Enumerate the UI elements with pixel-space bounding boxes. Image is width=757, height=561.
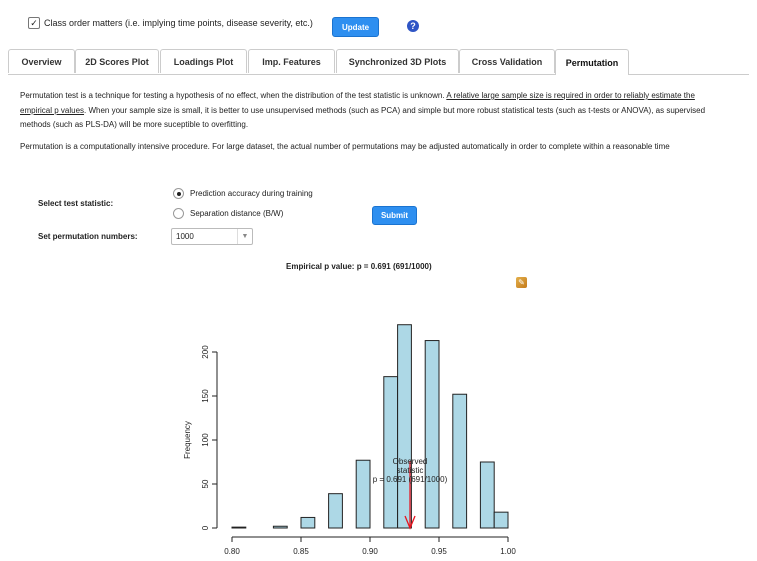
- description-paragraph-1: Permutation test is a technique for test…: [20, 89, 720, 133]
- observed-arrowhead: [404, 515, 416, 530]
- histogram-bar: [383, 376, 399, 529]
- histogram-bar: [452, 393, 468, 529]
- tab-cross-validation[interactable]: Cross Validation: [459, 49, 555, 73]
- y-tick-label: 200: [201, 345, 210, 359]
- download-image-icon[interactable]: ✎: [516, 277, 527, 288]
- description-paragraph-2: Permutation is a computationally intensi…: [20, 142, 670, 151]
- radio-button[interactable]: [173, 188, 184, 199]
- sample-size-link[interactable]: A relative large sample size is required…: [20, 91, 695, 115]
- x-tick-label: 0.80: [224, 547, 240, 556]
- histogram-bar: [479, 461, 495, 529]
- class-order-option[interactable]: ✓ Class order matters (i.e. implying tim…: [28, 17, 313, 29]
- tab-bar: Overview 2D Scores Plot Loadings Plot Im…: [8, 49, 749, 75]
- histogram-bar: [231, 526, 247, 529]
- class-order-checkbox[interactable]: ✓: [28, 17, 40, 29]
- x-tick-label: 1.00: [500, 547, 516, 556]
- histogram-bar: [355, 459, 371, 529]
- radio-separation-distance[interactable]: Separation distance (B/W): [173, 208, 283, 219]
- question-circle-icon[interactable]: ?: [407, 20, 419, 32]
- tab-synchronized-3d-plots[interactable]: Synchronized 3D Plots: [336, 49, 459, 73]
- y-axis-label: Frequency: [183, 421, 192, 459]
- radio-prediction-accuracy[interactable]: Prediction accuracy during training: [173, 188, 313, 199]
- histogram-bar: [424, 340, 440, 529]
- submit-button[interactable]: Submit: [372, 206, 417, 225]
- update-button[interactable]: Update: [332, 17, 379, 37]
- histogram-bar: [328, 493, 343, 529]
- radio-label: Prediction accuracy during training: [190, 189, 313, 198]
- histogram-bar: [397, 324, 412, 529]
- empirical-p-value: Empirical p value: p = 0.691 (691/1000): [286, 262, 432, 271]
- description-text: Permutation test is a technique for test…: [20, 91, 447, 100]
- histogram-bar: [493, 511, 509, 529]
- y-tick-label: 50: [201, 479, 210, 488]
- tab-overview[interactable]: Overview: [8, 49, 75, 73]
- permutation-number-value: 1000: [176, 232, 194, 241]
- x-tick-label: 0.90: [362, 547, 378, 556]
- x-tick-label: 0.95: [431, 547, 447, 556]
- permutation-number-label: Set permutation numbers:: [38, 232, 138, 241]
- y-tick-label: 150: [201, 389, 210, 403]
- histogram-bar: [300, 516, 316, 529]
- description-text-rest: . When your sample size is small, it is …: [20, 105, 706, 130]
- y-tick-label: 0: [201, 525, 210, 530]
- observed-label: statistic: [397, 466, 424, 475]
- x-tick-label: 0.85: [293, 547, 309, 556]
- observed-label: p = 0.691 (691/1000): [373, 475, 448, 484]
- tab-imp-features[interactable]: Imp. Features: [248, 49, 335, 73]
- radio-button[interactable]: [173, 208, 184, 219]
- permutation-number-select[interactable]: 1000 ▼: [171, 228, 253, 245]
- class-order-label: Class order matters (i.e. implying time …: [44, 18, 313, 28]
- histogram-bar: [272, 525, 288, 529]
- test-statistic-label: Select test statistic:: [38, 199, 114, 208]
- chevron-down-icon[interactable]: ▼: [237, 229, 252, 244]
- tab-2d-scores-plot[interactable]: 2D Scores Plot: [75, 49, 159, 73]
- y-tick-label: 100: [201, 433, 210, 447]
- tab-loadings-plot[interactable]: Loadings Plot: [160, 49, 247, 73]
- radio-label: Separation distance (B/W): [190, 209, 284, 218]
- observed-label: Observed: [393, 457, 428, 466]
- tab-permutation[interactable]: Permutation: [555, 49, 629, 75]
